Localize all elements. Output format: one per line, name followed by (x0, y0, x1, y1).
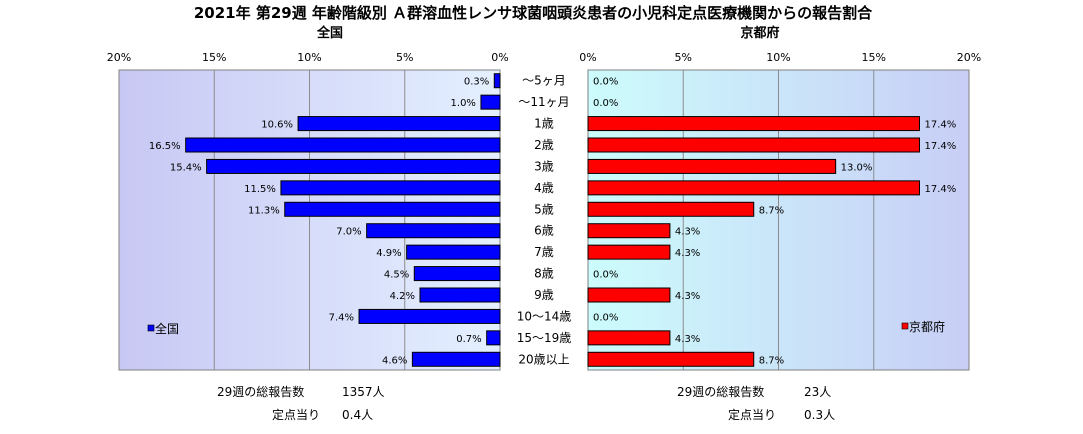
category-label: 6歳 (534, 224, 554, 238)
left-tick-label: 5% (396, 51, 413, 64)
kyoto-bar (587, 330, 671, 346)
kyoto-total-value: 23人 (804, 385, 831, 399)
kyoto-value-label: 17.4% (924, 120, 956, 131)
kyoto-value-label: 4.3% (675, 227, 700, 238)
kyoto-value-label: 4.3% (675, 291, 700, 302)
national-bar (480, 94, 501, 110)
national-value-label: 16.5% (149, 141, 181, 152)
national-value-label: 4.2% (390, 291, 415, 302)
national-bar (413, 266, 501, 282)
kyoto-value-label: 0.0% (593, 312, 618, 323)
kyoto-value-label: 13.0% (841, 162, 873, 173)
category-label: 4歳 (534, 181, 554, 195)
legend-kyoto-swatch (901, 322, 909, 330)
national-value-label: 4.5% (384, 270, 409, 281)
kyoto-value-label: 17.4% (924, 184, 956, 195)
national-bar (284, 201, 501, 217)
kyoto-bar (587, 137, 920, 153)
national-bar (297, 116, 501, 132)
kyoto-value-label: 8.7% (759, 205, 784, 216)
kyoto-bar (587, 158, 837, 174)
category-label: 2歳 (534, 138, 554, 152)
kyoto-value-label: 4.3% (675, 334, 700, 345)
category-label: 10～14歳 (517, 309, 572, 323)
left-tick-label: 10% (297, 51, 321, 64)
national-bar (406, 244, 501, 260)
national-value-label: 7.0% (336, 227, 361, 238)
right-tick-label: 20% (957, 51, 981, 64)
kyoto-value-label: 8.7% (759, 355, 784, 366)
kyoto-value-label: 17.4% (924, 141, 956, 152)
national-value-label: 11.5% (244, 184, 276, 195)
legend-kyoto-label: 京都府 (909, 319, 945, 334)
right-tick-label: 0% (579, 51, 596, 64)
category-label: ～5ヶ月 (522, 74, 566, 88)
category-label: 15～19歳 (517, 331, 572, 345)
national-bar (486, 330, 501, 346)
kyoto-bar (587, 287, 671, 303)
kyoto-value-label: 0.0% (593, 270, 618, 281)
right-tick-label: 15% (862, 51, 886, 64)
national-value-label: 4.9% (376, 248, 401, 259)
right-tick-label: 10% (766, 51, 790, 64)
category-label: 20歳以上 (518, 352, 569, 366)
category-label: 7歳 (534, 245, 554, 259)
national-value-label: 0.3% (464, 77, 489, 88)
national-bar (206, 158, 501, 174)
legend-national-label: 全国 (155, 321, 179, 336)
category-label: 5歳 (534, 202, 554, 216)
national-bar (366, 223, 501, 239)
national-bar (419, 287, 501, 303)
left-tick-label: 15% (202, 51, 226, 64)
legend-kyoto: 京都府 (901, 319, 945, 334)
right-tick-label: 5% (675, 51, 692, 64)
left-tick-label: 20% (107, 51, 131, 64)
national-bar (185, 137, 501, 153)
kyoto-value-label: 4.3% (675, 248, 700, 259)
national-value-label: 4.6% (382, 355, 407, 366)
kyoto-per-label: 定点当り (728, 407, 776, 422)
national-bar (280, 180, 501, 196)
national-total-label: 29週の総報告数 (217, 384, 304, 399)
kyoto-bar (587, 244, 671, 260)
kyoto-bar (587, 201, 755, 217)
kyoto-per-value: 0.3人 (804, 408, 835, 422)
national-total-value: 1357人 (342, 385, 385, 399)
kyoto-bar (587, 223, 671, 239)
category-label: 3歳 (534, 159, 554, 173)
kyoto-value-label: 0.0% (593, 98, 618, 109)
national-value-label: 11.3% (248, 205, 280, 216)
kyoto-total-label: 29週の総報告数 (677, 384, 764, 399)
legend-national-swatch (147, 324, 155, 332)
category-label: 8歳 (534, 267, 554, 281)
category-label: 1歳 (534, 117, 554, 131)
kyoto-value-label: 0.0% (593, 77, 618, 88)
national-bar (411, 351, 501, 367)
left-panel-title: 全国 (316, 25, 343, 41)
national-value-label: 10.6% (261, 120, 293, 131)
right-panel-title: 京都府 (740, 25, 779, 41)
kyoto-bar (587, 116, 920, 132)
national-value-label: 1.0% (451, 98, 476, 109)
category-label: ～11ヶ月 (518, 95, 569, 109)
national-per-value: 0.4人 (342, 408, 373, 422)
national-value-label: 0.7% (456, 334, 481, 345)
kyoto-bar (587, 351, 755, 367)
national-bar (493, 73, 501, 89)
chart-title: 2021年 第29週 年齢階級別 Ａ群溶血性レンサ球菌咽頭炎患者の小児科定点医療… (194, 4, 873, 22)
legend-national: 全国 (147, 321, 179, 336)
kyoto-bar (587, 180, 920, 196)
national-bar (358, 308, 501, 324)
national-per-label: 定点当り (272, 407, 320, 422)
left-tick-label: 0% (491, 51, 508, 64)
category-label: 9歳 (534, 288, 554, 302)
national-value-label: 7.4% (329, 312, 354, 323)
national-value-label: 15.4% (170, 162, 202, 173)
